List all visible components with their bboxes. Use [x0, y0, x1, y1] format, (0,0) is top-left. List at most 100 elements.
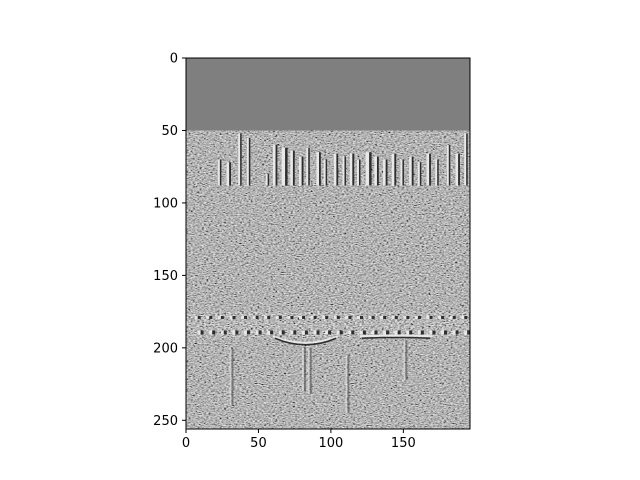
building-light-edge	[349, 153, 353, 186]
bridge-upper-light	[449, 315, 453, 319]
building-light-edge	[238, 133, 241, 186]
x-tick-label: 100	[318, 436, 343, 451]
building-dark-edge	[352, 153, 355, 186]
reflection-light	[229, 347, 232, 406]
building-dark-edge	[376, 156, 379, 186]
building-light-edge	[217, 159, 220, 186]
building-light-edge	[342, 156, 345, 186]
building-light-edge	[383, 159, 386, 186]
bridge-lower-light	[464, 330, 468, 335]
building-light-edge	[281, 147, 286, 186]
building-dark-edge	[437, 159, 439, 186]
bridge-lower-dark	[200, 330, 204, 335]
bridge-upper-dark	[406, 315, 410, 319]
bridge-upper-light	[380, 315, 384, 319]
bridge-upper-dark	[417, 315, 421, 319]
city-texture-patch	[186, 130, 470, 429]
bridge-lower-light	[290, 330, 294, 335]
y-tick-label: 100	[153, 196, 178, 211]
plot-area	[186, 58, 470, 429]
building-dark-edge	[385, 159, 388, 186]
bridge-lower-light	[243, 330, 247, 335]
bridge-lower-dark	[467, 330, 470, 335]
bridge-upper-dark	[371, 315, 375, 319]
bridge-lower-dark	[444, 330, 448, 335]
bridge-upper-dark	[394, 315, 398, 319]
bridge-upper-dark	[209, 315, 213, 319]
bridge-arch-dark	[361, 336, 431, 339]
building-dark-edge	[240, 133, 242, 186]
building-dark-edge	[448, 144, 451, 186]
bridge-lower-dark	[304, 330, 308, 335]
bridge-arch-light	[272, 335, 339, 344]
bridge-upper-dark	[429, 315, 433, 319]
bridge-upper-dark	[232, 315, 236, 319]
building-dark-edge	[458, 153, 460, 186]
bridge-lower-dark	[212, 330, 216, 335]
building-dark-edge	[358, 159, 361, 186]
building-dark-edge	[248, 137, 251, 186]
bridge-lower-dark	[223, 330, 227, 335]
building-light-edge	[299, 156, 302, 186]
bridge-lower-dark	[281, 330, 285, 335]
reflection-light	[345, 355, 348, 414]
y-tick-label: 50	[161, 124, 178, 139]
bridge-lower-light	[371, 330, 375, 335]
reflection-dark	[231, 347, 234, 406]
bridge-upper-light	[194, 315, 198, 319]
building-dark-edge	[369, 152, 372, 186]
bridge-lower-light	[209, 330, 213, 335]
bridge-upper-light	[391, 315, 395, 319]
bridge-lower-dark	[432, 330, 436, 335]
bridge-upper-dark	[452, 315, 456, 319]
bridge-upper-dark	[197, 315, 201, 319]
bridge-upper-dark	[336, 315, 340, 319]
bridge-arch-dark	[274, 337, 337, 346]
bridge-upper-light	[217, 315, 221, 319]
building-dark-edge	[429, 153, 431, 186]
building-dark-edge	[419, 162, 422, 186]
bridge-upper-dark	[464, 315, 468, 319]
bridge-lower-light	[383, 330, 387, 335]
bridge-upper-light	[287, 315, 291, 319]
bridge-lower-dark	[328, 330, 332, 335]
bridge-lower-light	[429, 330, 433, 335]
axes-frame	[185, 57, 471, 430]
bridge-lower-light	[313, 330, 317, 335]
bridge-upper-light	[368, 315, 372, 319]
bridge-upper-dark	[383, 315, 387, 319]
building-light-edge	[306, 147, 309, 186]
building-light-edge	[316, 152, 320, 186]
reflection-light	[403, 340, 406, 380]
reflection-dark	[303, 347, 306, 392]
bridge-lower-light	[417, 330, 421, 335]
bridge-lower-light	[255, 330, 259, 335]
building-dark-edge	[344, 156, 346, 186]
bridge-lower-light	[441, 330, 445, 335]
building-light-edge	[400, 159, 403, 186]
building-light-edge	[455, 153, 459, 186]
bridge-lower-dark	[397, 330, 401, 335]
bridge-upper-light	[461, 315, 465, 319]
building-light-edge	[435, 159, 438, 186]
building-light-edge	[426, 153, 430, 186]
bridge-lower-light	[197, 330, 201, 335]
bridge-lower-dark	[293, 330, 297, 335]
building-dark-edge	[275, 144, 278, 186]
building-dark-edge	[411, 156, 414, 186]
water-reflections	[229, 340, 408, 414]
building-dark-edge	[308, 147, 310, 186]
bridge-upper-dark	[441, 315, 445, 319]
building-light-edge	[374, 156, 377, 186]
bridge-arch-light	[359, 334, 433, 338]
bridge-upper-light	[299, 315, 303, 319]
building-light-edge	[246, 137, 249, 186]
bridge-lower-light	[348, 330, 352, 335]
building-dark-edge	[301, 156, 304, 186]
bridge-lower-light	[301, 330, 305, 335]
building-light-edge	[391, 153, 395, 186]
reflection-dark	[347, 355, 350, 414]
building-dark-edge	[229, 162, 232, 186]
bridge-lower-dark	[386, 330, 390, 335]
